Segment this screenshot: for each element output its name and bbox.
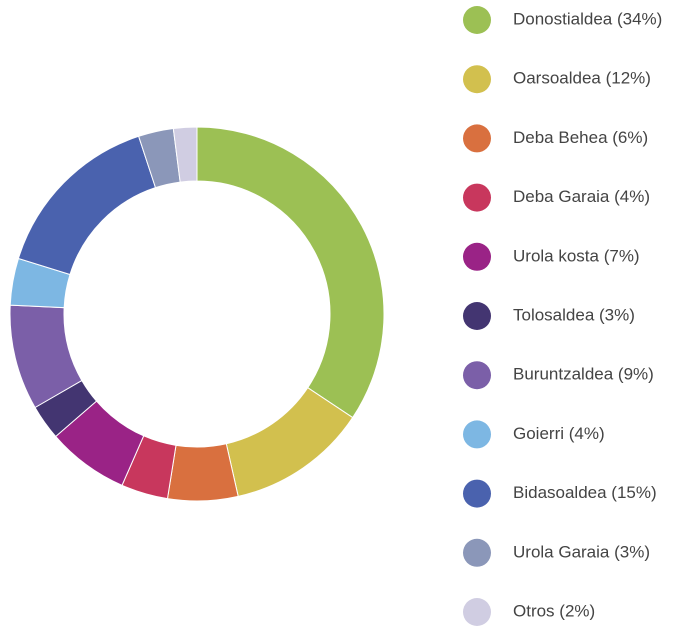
legend-swatch (463, 6, 491, 34)
legend-swatch (463, 420, 491, 449)
legend-swatch (463, 242, 491, 271)
legend-label: Oarsoaldea (12%) (513, 69, 651, 88)
donut-segment (196, 126, 385, 419)
legend-label: Goierri (4%) (513, 424, 605, 443)
legend-label: Deba Garaia (4%) (513, 187, 650, 206)
legend-swatch (463, 65, 491, 94)
donut-segment (172, 126, 198, 183)
legend-label: Otros (2%) (513, 601, 595, 620)
donut-segment (17, 135, 157, 276)
legend-swatch (463, 538, 491, 567)
legend-label: Urola Garaia (3%) (513, 542, 650, 561)
donut-segment (166, 443, 239, 502)
legend-swatch (463, 598, 491, 626)
legend-swatch (463, 479, 491, 508)
legend-label: Buruntzaldea (9%) (513, 365, 654, 384)
legend-swatch (463, 361, 491, 390)
legend-swatch (463, 302, 491, 330)
legend-swatch (463, 183, 491, 212)
legend-label: Tolosaldea (3%) (513, 305, 635, 324)
legend-swatch (463, 124, 491, 153)
legend-label: Bidasoaldea (15%) (513, 483, 657, 502)
legend-label: Urola kosta (7%) (513, 246, 640, 265)
legend-label: Deba Behea (6%) (513, 128, 648, 147)
legend-label: Donostialdea (34%) (513, 9, 662, 28)
